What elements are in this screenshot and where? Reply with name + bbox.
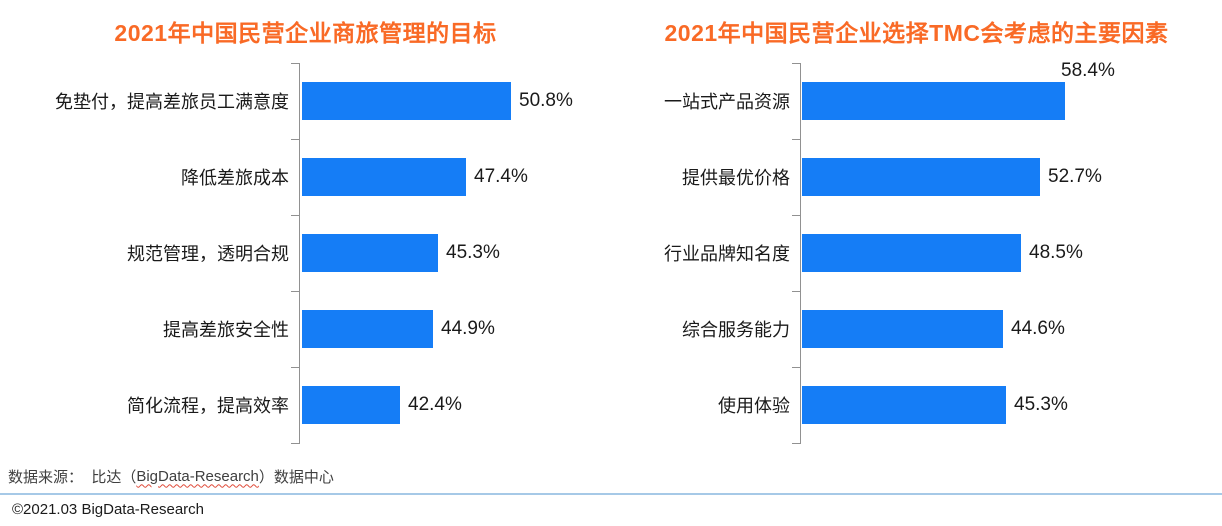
source-suffix: ）数据中心 bbox=[258, 468, 334, 486]
category-label: 提高差旅安全性 bbox=[163, 320, 289, 340]
category-label: 降低差旅成本 bbox=[181, 168, 289, 188]
bar bbox=[802, 82, 1065, 120]
category-label: 使用体验 bbox=[718, 396, 790, 416]
y-axis-line bbox=[800, 63, 801, 444]
bar bbox=[802, 158, 1040, 196]
chart-title-right: 2021年中国民营企业选择TMC会考虑的主要因素 bbox=[664, 20, 1169, 46]
category-label: 规范管理，透明合规 bbox=[127, 244, 289, 264]
value-label: 44.6% bbox=[1011, 318, 1065, 339]
axis-tick bbox=[792, 139, 800, 140]
axis-tick bbox=[291, 63, 299, 64]
axis-tick bbox=[291, 443, 299, 444]
category-label: 行业品牌知名度 bbox=[664, 244, 790, 264]
axis-tick bbox=[291, 215, 299, 216]
bar bbox=[302, 158, 466, 196]
value-label: 47.4% bbox=[474, 166, 528, 187]
value-label: 45.3% bbox=[1014, 394, 1068, 415]
axis-tick bbox=[792, 63, 800, 64]
source-brand: BigData-Research bbox=[136, 467, 259, 485]
axis-tick bbox=[792, 443, 800, 444]
bar bbox=[302, 310, 433, 348]
bar bbox=[802, 234, 1021, 272]
source-prefix: 数据来源： 比达（ bbox=[8, 468, 137, 486]
data-source-note: 数据来源： 比达（ BigData-Research ）数据中心 bbox=[8, 464, 334, 488]
value-label: 42.4% bbox=[408, 394, 462, 415]
category-label: 提供最优价格 bbox=[682, 168, 790, 188]
axis-tick bbox=[291, 291, 299, 292]
value-label: 44.9% bbox=[441, 318, 495, 339]
bar bbox=[802, 310, 1003, 348]
category-label: 一站式产品资源 bbox=[664, 92, 790, 112]
copyright-text: ©2021.03 BigData-Research bbox=[12, 500, 204, 518]
value-label: 58.4% bbox=[1061, 60, 1115, 81]
axis-tick bbox=[291, 367, 299, 368]
axis-tick bbox=[792, 367, 800, 368]
category-label: 免垫付，提高差旅员工满意度 bbox=[55, 92, 289, 112]
category-label: 简化流程，提高效率 bbox=[127, 396, 289, 416]
footer-divider bbox=[0, 493, 1222, 495]
value-label: 52.7% bbox=[1048, 166, 1102, 187]
bar bbox=[302, 234, 438, 272]
axis-tick bbox=[291, 139, 299, 140]
axis-tick bbox=[792, 291, 800, 292]
bar bbox=[302, 386, 400, 424]
chart-title-left: 2021年中国民营企业商旅管理的目标 bbox=[114, 20, 497, 46]
axis-tick bbox=[792, 215, 800, 216]
value-label: 45.3% bbox=[446, 242, 500, 263]
y-axis-line bbox=[299, 63, 300, 444]
bar bbox=[302, 82, 511, 120]
value-label: 48.5% bbox=[1029, 242, 1083, 263]
bar bbox=[802, 386, 1006, 424]
category-label: 综合服务能力 bbox=[682, 320, 790, 340]
value-label: 50.8% bbox=[519, 90, 573, 111]
